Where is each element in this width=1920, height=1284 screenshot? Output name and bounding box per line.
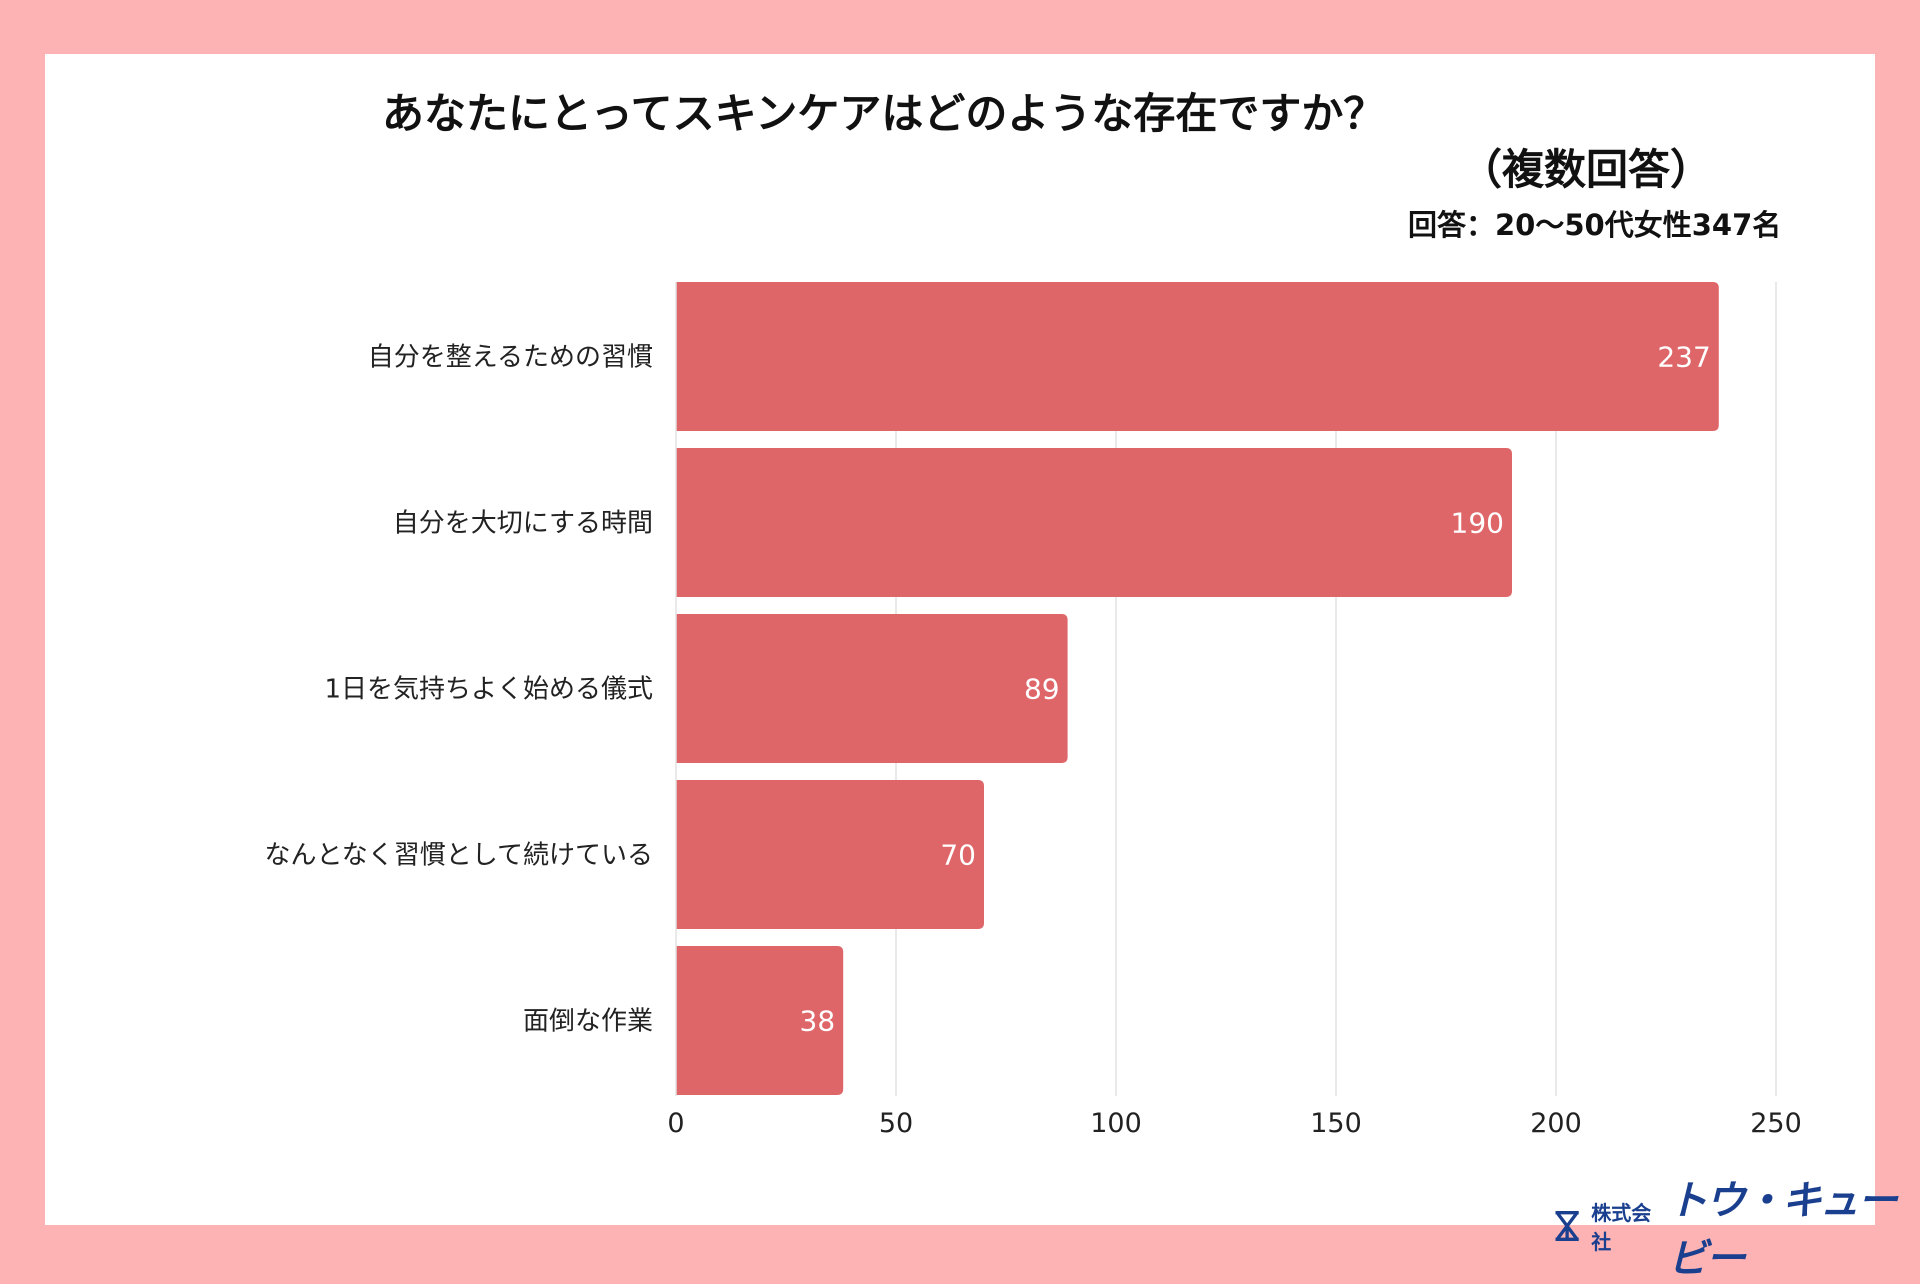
x-tick-label: 250 [1750,1108,1802,1139]
bar-value-label: 38 [800,1005,836,1038]
category-label: 自分を整えるための習慣 [368,343,653,373]
x-tick-label: 150 [1310,1108,1362,1139]
bar-value-label: 70 [940,839,976,872]
category-label: なんとなく習慣として続けている [265,841,653,871]
chart-subtitle: 回答：20〜50代女性347名 [1408,208,1782,242]
bar [676,946,844,1095]
bar [676,614,1068,763]
logo-name: トウ・キュービー [1667,1178,1898,1282]
category-label: 1日を気持ちよく始める儀式 [324,675,653,705]
bar-value-label: 89 [1024,673,1060,706]
chart-title: あなたにとってスキンケアはどのような存在ですか？ [382,89,1386,138]
bar-value-label: 190 [1451,507,1504,540]
logo-prefix: 株式会社 [1591,1201,1652,1254]
category-label: 面倒な作業 [523,1007,653,1037]
x-tick-label: 0 [667,1108,684,1139]
x-tick-label: 100 [1090,1108,1142,1139]
bar [676,448,1512,597]
x-tick-label: 50 [879,1108,913,1139]
bar-value-label: 237 [1657,341,1710,374]
bar [676,780,984,929]
company-logo: 株式会社 トウ・キュービー [1553,1168,1920,1284]
chart-title-note: （複数回答） [1460,145,1713,194]
bar [676,282,1719,431]
category-label: 自分を大切にする時間 [393,509,653,539]
x-tick-label: 200 [1530,1108,1582,1139]
logo-mark-icon [1555,1211,1579,1241]
